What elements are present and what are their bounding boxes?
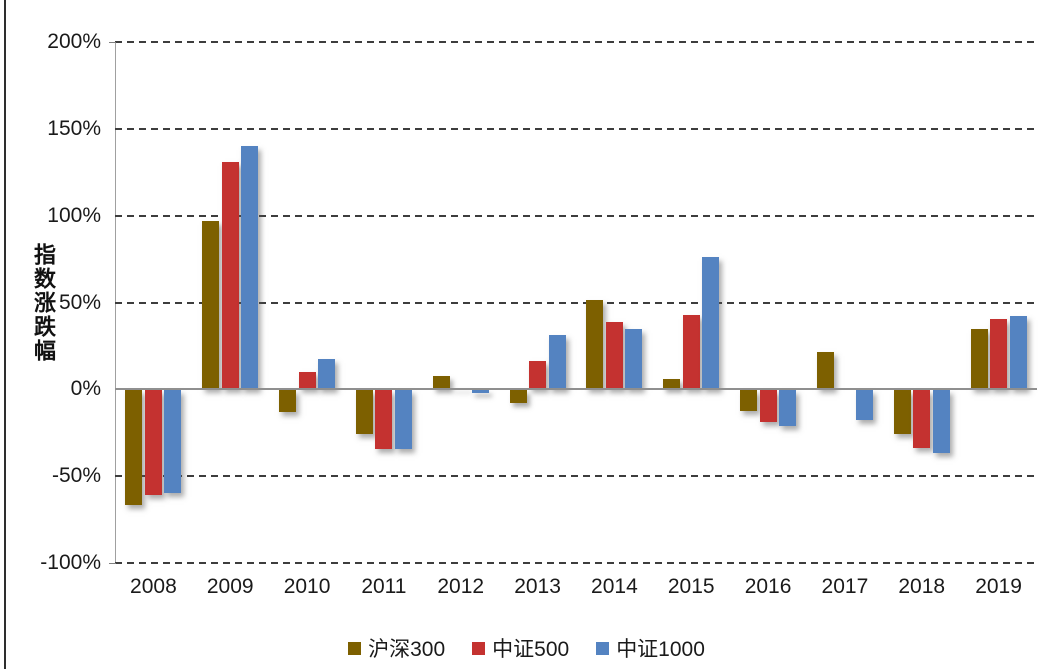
zero-line bbox=[115, 388, 1037, 391]
y-tick-label: 200% bbox=[47, 30, 101, 53]
y-tick-label: 100% bbox=[47, 203, 101, 227]
bar bbox=[759, 390, 777, 422]
bar bbox=[702, 257, 720, 390]
bar bbox=[509, 390, 527, 404]
gridline bbox=[115, 41, 1037, 43]
legend-swatch bbox=[596, 641, 610, 655]
bar bbox=[318, 358, 336, 390]
bar bbox=[202, 221, 220, 390]
legend-label: 中证1000 bbox=[616, 638, 705, 661]
x-tick-label: 2010 bbox=[283, 575, 331, 598]
legend-label: 中证500 bbox=[492, 638, 570, 661]
bar bbox=[625, 329, 643, 390]
y-axis-end-tick bbox=[109, 42, 116, 43]
bar bbox=[548, 335, 566, 390]
bar bbox=[740, 390, 758, 412]
y-tick-label: -100% bbox=[40, 551, 101, 574]
y-axis-end-tick bbox=[109, 563, 116, 564]
bar bbox=[221, 161, 239, 390]
y-tick-label: 0% bbox=[70, 377, 101, 401]
x-tick-label: 2009 bbox=[206, 575, 254, 598]
bar bbox=[144, 390, 162, 496]
bar bbox=[893, 390, 911, 434]
x-tick-label: 2017 bbox=[821, 575, 869, 598]
x-tick-label: 2019 bbox=[975, 575, 1022, 598]
bar bbox=[471, 390, 489, 393]
legend-item: 中证500 bbox=[472, 633, 569, 663]
legend: 沪深300 中证500 中证1000 bbox=[0, 633, 1053, 663]
bar bbox=[375, 390, 393, 450]
gridline bbox=[115, 214, 1037, 217]
bar bbox=[779, 390, 797, 426]
gridline bbox=[115, 127, 1037, 130]
bar bbox=[682, 314, 700, 390]
x-tick-label: 2013 bbox=[514, 575, 561, 598]
x-tick-label: 2012 bbox=[437, 575, 485, 598]
x-tick-label: 2011 bbox=[361, 575, 407, 598]
x-tick-label: 2015 bbox=[667, 575, 715, 598]
bar bbox=[816, 351, 834, 390]
x-tick-label: 2008 bbox=[130, 575, 177, 598]
bar bbox=[990, 318, 1008, 390]
gridline bbox=[115, 475, 1037, 478]
bar bbox=[586, 299, 604, 390]
y-tick-label: -50% bbox=[51, 464, 101, 488]
bar bbox=[605, 321, 623, 390]
x-tick-labels: 2008 2009 2010 2011 2012 2013 2014 2015 2016 2017… bbox=[115, 575, 1037, 601]
plot-area bbox=[109, 41, 1037, 564]
bar bbox=[932, 390, 950, 453]
y-tick-label: 150% bbox=[47, 116, 101, 140]
bar bbox=[279, 390, 297, 413]
legend-item: 中证1000 bbox=[596, 633, 705, 663]
legend-item: 沪深300 bbox=[348, 633, 445, 663]
legend-swatch bbox=[472, 641, 486, 655]
y-axis-title: 指数涨跌幅 bbox=[31, 243, 56, 363]
bar bbox=[855, 390, 873, 420]
bar bbox=[125, 390, 143, 505]
legend-swatch bbox=[348, 641, 362, 655]
bar bbox=[355, 390, 373, 434]
x-tick-label: 2014 bbox=[591, 575, 638, 598]
gridline bbox=[115, 301, 1037, 304]
bar bbox=[298, 371, 316, 390]
bar bbox=[663, 379, 681, 390]
bar bbox=[913, 390, 931, 448]
left-border-line bbox=[4, 0, 6, 669]
bar bbox=[164, 390, 182, 493]
x-tick-label: 2016 bbox=[744, 575, 792, 598]
bar bbox=[1009, 316, 1027, 390]
gridline bbox=[115, 562, 1037, 564]
bar bbox=[529, 360, 547, 390]
bar bbox=[394, 390, 412, 449]
x-tick-label: 2018 bbox=[898, 575, 946, 598]
bar bbox=[970, 329, 988, 390]
y-tick-label: 50% bbox=[58, 290, 101, 314]
legend-label: 沪深300 bbox=[368, 638, 446, 661]
bar bbox=[432, 376, 450, 390]
y-tick-labels: 200% 150% 100% 50% 0% -50% -100% bbox=[0, 30, 107, 574]
bar bbox=[241, 146, 259, 390]
